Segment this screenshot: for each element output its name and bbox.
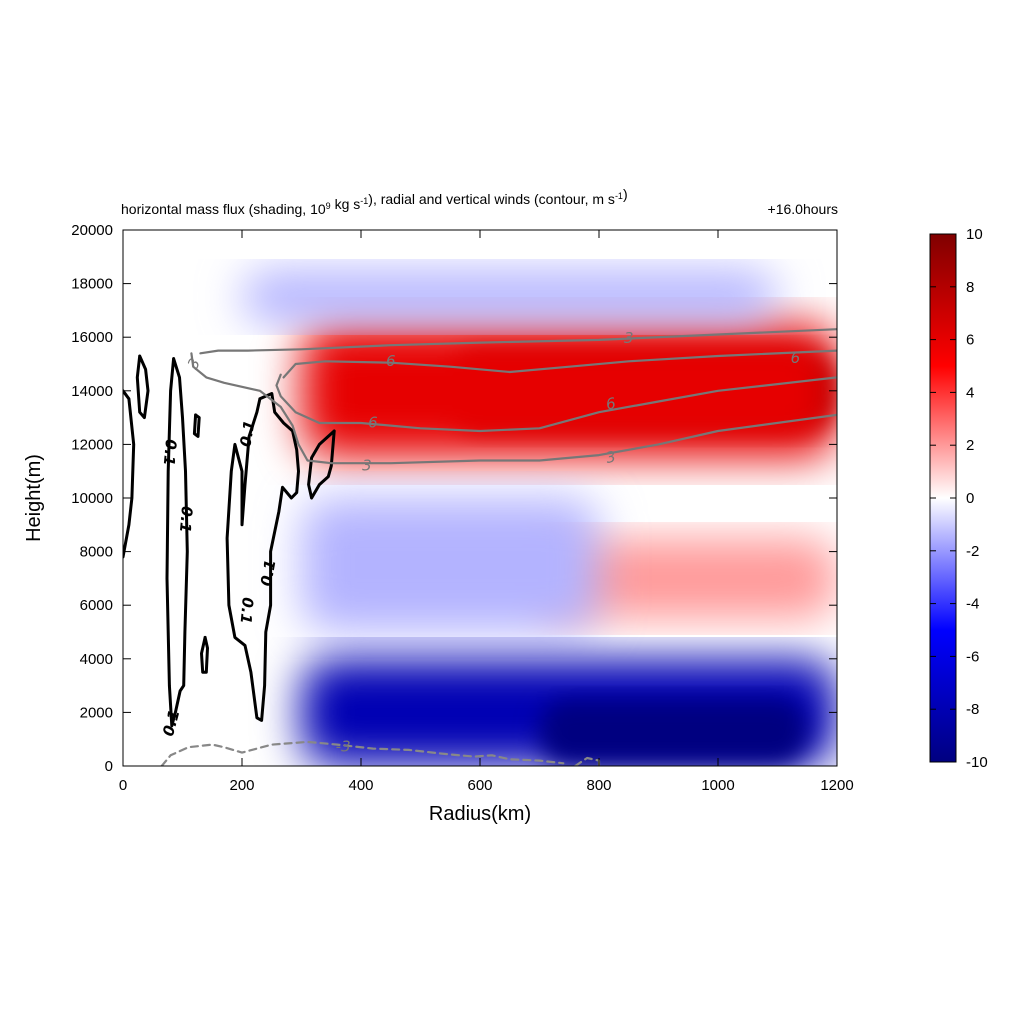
colorbar-ticks: 10 8 6 4 2 0 -2 -4 -6 -8 -10 — [930, 226, 988, 771]
y-tick-label: 12000 — [71, 436, 113, 453]
y-tick-label: 0 — [105, 758, 113, 775]
colorbar-tick-label: 10 — [966, 226, 983, 243]
contour-vertical — [123, 389, 136, 559]
colorbar-tick-label: 0 — [966, 490, 974, 507]
title-segment: kg s — [331, 196, 361, 212]
x-tick-label: 0 — [119, 777, 127, 794]
colorbar-tick-label: -6 — [966, 648, 979, 665]
y-tick-label: 10000 — [71, 490, 113, 507]
mass-flux-shading — [123, 230, 837, 766]
y-tick-label: 2000 — [80, 704, 113, 721]
title-superscript: -1 — [615, 191, 623, 201]
contour-vertical — [165, 357, 189, 728]
x-tick-label: 1200 — [820, 777, 853, 794]
x-tick-label: 600 — [467, 777, 492, 794]
contour-radial — [190, 352, 837, 465]
y-tick-label: 14000 — [71, 383, 113, 400]
title-superscript: -1 — [360, 196, 368, 206]
contour-radial — [275, 373, 837, 433]
wind-contours — [123, 328, 837, 766]
contour-vertical — [192, 413, 201, 438]
x-tick-label: 800 — [586, 777, 611, 794]
contour-label: 6 — [368, 413, 378, 431]
field-region-low-level-inflow-core — [539, 699, 808, 766]
title-superscript: 9 — [326, 201, 331, 211]
contour-label: 6 — [386, 352, 396, 370]
colorbar-tick-label: -8 — [966, 701, 979, 718]
contour-label: 3 — [605, 448, 618, 467]
contour-vertical — [200, 635, 209, 674]
field-region-mid-weak-inflow — [301, 498, 599, 632]
contour-label: 0.1 — [237, 597, 257, 625]
x-tick-label: 400 — [348, 777, 373, 794]
colorbar-tick-label: 4 — [966, 384, 974, 401]
contour-radial — [199, 328, 837, 355]
y-tick-label: 6000 — [80, 597, 113, 614]
x-tick-label: 1000 — [701, 777, 734, 794]
y-tick-label: 20000 — [71, 222, 113, 239]
contour-vertical — [135, 354, 150, 420]
x-axis: 0 200 400 600 800 1000 1200 — [119, 230, 854, 794]
y-tick-label: 4000 — [80, 651, 113, 668]
colorbar: 10 8 6 4 2 0 -2 -4 -6 -8 -10 — [929, 226, 988, 771]
title-label: horizontal mass flux (shading, 109 kg s-… — [121, 186, 628, 217]
contour-label: 0.1 — [236, 419, 258, 448]
y-tick-label: 8000 — [80, 544, 113, 561]
chart-title: horizontal mass flux (shading, 109 kg s-… — [121, 186, 838, 217]
y-axis: 0 2000 4000 6000 8000 10000 12000 14000 16000 180… — [71, 222, 837, 775]
contour-label: 6 — [605, 394, 618, 413]
contour-label: 0.1 — [257, 558, 279, 587]
x-tick-label: 200 — [229, 777, 254, 794]
contour-label: 3 — [624, 329, 634, 347]
y-tick-label: 18000 — [71, 276, 113, 293]
contour-radial — [282, 349, 837, 379]
field-region-upper-inflow-weak — [242, 270, 778, 324]
colorbar-tick-label: -2 — [966, 543, 979, 560]
contour-label: 0.1 — [176, 505, 196, 533]
title-segment: horizontal mass flux (shading, 10 — [121, 201, 326, 217]
colorbar-tick-label: 6 — [966, 332, 974, 349]
contour-label: 3 — [362, 456, 372, 474]
contour-radial-negative — [160, 740, 565, 766]
contour-label: 0.1 — [160, 438, 180, 466]
y-axis-title: Height(m) — [23, 454, 45, 542]
contour-vertical — [307, 429, 336, 500]
colorbar-tick-label: -4 — [966, 596, 979, 613]
colorbar-tick-label: 2 — [966, 437, 974, 454]
title-segment: ) — [623, 186, 628, 202]
field-region-mid-weak-outflow — [539, 538, 837, 619]
y-tick-label: 16000 — [71, 329, 113, 346]
contour-label: -3 — [336, 738, 351, 756]
colorbar-tick-label: -10 — [966, 754, 988, 771]
contour-label: 6 — [791, 349, 801, 367]
time-label: +16.0hours — [768, 201, 838, 217]
x-axis-title: Radius(km) — [429, 803, 531, 825]
contour-vertical — [225, 392, 300, 722]
field-region-outflow-layer — [301, 323, 837, 458]
colorbar-tick-label: 8 — [966, 279, 974, 296]
title-segment: ), radial and vertical winds (contour, m… — [368, 191, 615, 207]
